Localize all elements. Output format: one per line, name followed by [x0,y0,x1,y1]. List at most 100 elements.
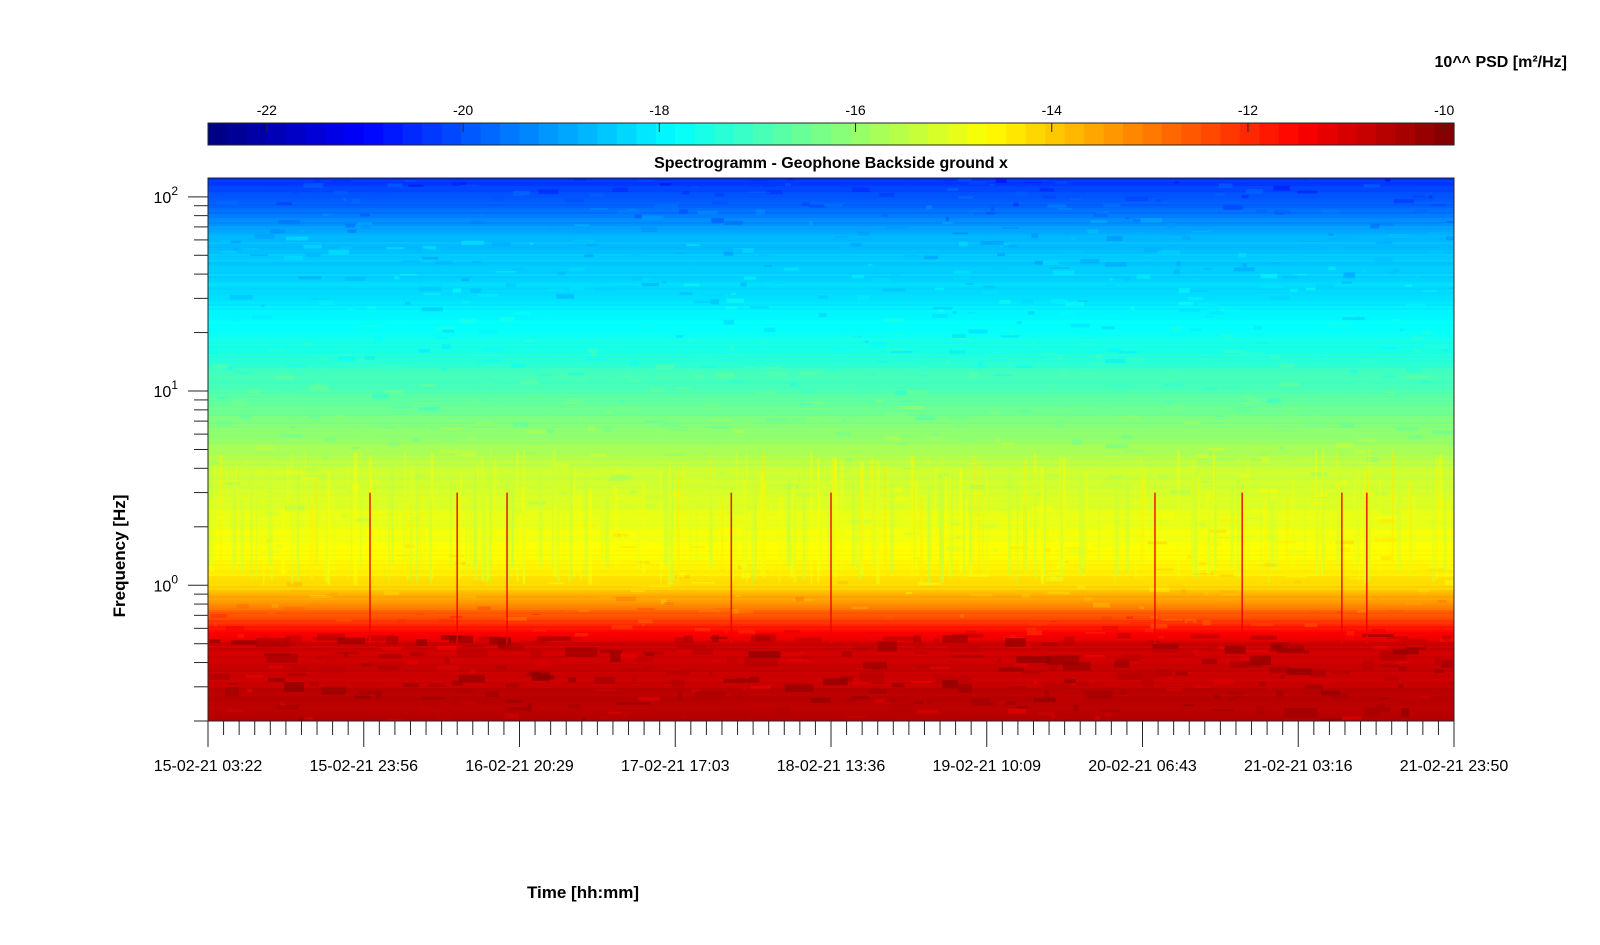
heatmap-cell [846,716,867,718]
heatmap-plume [986,471,989,573]
heatmap-cell [1397,185,1417,189]
heatmap-lowfreq-patch [255,637,290,648]
heatmap-plume [287,463,289,572]
heatmap-cell [615,596,636,602]
heatmap-cell [917,654,924,657]
heatmap-cell [943,179,955,182]
heatmap-cell [1059,372,1069,375]
heatmap-plume [977,460,981,571]
heatmap-cell [373,480,380,485]
colorbar-band [1064,123,1085,145]
heatmap-cell [1078,300,1088,303]
heatmap-lowfreq-patch [1309,669,1326,677]
heatmap-cell [1346,630,1355,636]
heatmap-cell [942,525,965,528]
heatmap-cell [1052,375,1068,380]
heatmap-cell [236,604,249,609]
heatmap-cell [309,681,319,686]
heatmap-cell [1087,549,1099,554]
heatmap-plume [810,451,813,585]
heatmap-cell [1380,556,1392,561]
heatmap-row [208,212,1454,215]
heatmap-cell [1065,301,1085,307]
heatmap-cell [364,355,375,361]
heatmap-row [208,350,1454,353]
heatmap-cell [809,205,827,208]
heatmap-cell [1105,443,1128,449]
heatmap-row [208,460,1454,463]
heatmap-cell [573,178,586,181]
heatmap-cell [978,361,983,367]
heatmap-cell [1390,270,1396,275]
heatmap-cell [818,295,828,299]
heatmap-cell [466,483,478,487]
heatmap-cell [1021,592,1030,598]
colorbar-band [1434,123,1455,145]
heatmap-cell [249,254,269,257]
heatmap-lowfreq-patch [288,673,307,676]
heatmap-cell [1331,235,1353,240]
heatmap-row [208,284,1454,287]
heatmap-cell [1105,550,1123,553]
heatmap-cell [788,659,811,662]
colorbar-band [772,123,793,145]
heatmap-lowfreq-patch [795,637,822,642]
heatmap-cell [1422,290,1438,292]
heatmap-cell [1330,246,1346,251]
heatmap-cell [230,314,250,318]
heatmap-cell [1233,182,1245,185]
heatmap-cell [1435,573,1454,577]
heatmap-cell [347,449,363,454]
heatmap-cell [381,647,402,651]
heatmap-row [208,232,1454,235]
heatmap-row [208,298,1454,301]
heatmap-cell [1280,447,1284,450]
heatmap-plume [1321,501,1325,570]
colorbar-bands [208,123,1455,145]
heatmap-cell [1343,274,1356,279]
heatmap-plume [290,453,294,585]
heatmap-cell [283,255,303,260]
heatmap-cell [618,546,637,548]
heatmap-cell [529,242,534,245]
colorbar-band [850,123,871,145]
heatmap-plume [890,483,894,573]
heatmap-cell [1228,691,1243,695]
heatmap-cell [361,223,371,229]
heatmap-cell [211,364,229,369]
heatmap-cell [1087,229,1099,234]
heatmap-cell [699,509,711,512]
heatmap-row [208,468,1454,471]
heatmap-plume [1194,467,1199,579]
heatmap-cell [248,419,257,422]
heatmap-cell [258,634,270,637]
heatmap-cell [1139,367,1162,370]
heatmap-cell [379,677,402,681]
heatmap-row [208,370,1454,373]
colorbar-tick-label: -20 [453,102,473,118]
heatmap-row [208,402,1454,405]
heatmap-cell [730,609,739,614]
heatmap-plume [853,465,857,569]
heatmap-cell [1411,352,1434,355]
heatmap-cell [1002,442,1014,446]
heatmap-lowfreq-patch [292,663,308,671]
heatmap-cell [1156,568,1174,570]
heatmap-cell [884,615,894,619]
colorbar-band [947,123,968,145]
heatmap-cell [505,699,523,703]
heatmap-plume [1274,488,1279,572]
heatmap-cell [266,406,276,408]
heatmap-cell [312,189,323,194]
heatmap-cell [726,511,748,514]
heatmap-cell [906,390,927,394]
heatmap-cell [309,603,324,606]
heatmap-row [208,386,1454,389]
heatmap-cell [478,381,487,386]
heatmap-row [208,304,1454,307]
heatmap-cell [410,517,421,519]
heatmap-cell [885,701,890,705]
heatmap-lowfreq-patch [683,635,693,643]
heatmap-lowfreq-patch [1392,649,1419,655]
